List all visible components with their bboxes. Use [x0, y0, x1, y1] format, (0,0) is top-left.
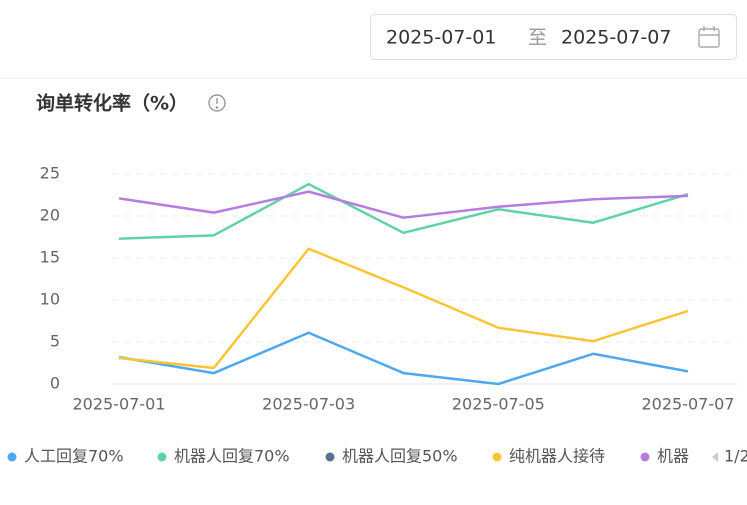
- x-tick-label: 2025-07-03: [262, 395, 355, 414]
- series-line: [118, 182, 689, 240]
- y-tick-label: 15: [40, 248, 60, 267]
- x-tick-label: 2025-07-01: [73, 395, 166, 414]
- legend-marker: [325, 452, 335, 462]
- legend-label: 机器人回复70%: [174, 447, 290, 466]
- x-tick-label: 2025-07-07: [642, 395, 735, 414]
- chart-title: 询单转化率（%）: [36, 92, 188, 115]
- y-tick-label: 0: [50, 374, 60, 393]
- legend-marker: [492, 452, 502, 462]
- y-tick-label: 20: [40, 206, 60, 225]
- legend-label: 人工回复70%: [24, 447, 124, 466]
- info-icon[interactable]: [208, 94, 226, 112]
- date-picker[interactable]: [370, 14, 737, 60]
- legend-prev: [712, 452, 718, 462]
- series-line: [118, 190, 689, 219]
- x-tick-label: 2025-07-05: [452, 395, 545, 414]
- date-separator: 至: [528, 27, 547, 49]
- series-line: [118, 247, 689, 370]
- start-date[interactable]: 2025-07-01: [386, 27, 496, 49]
- end-date[interactable]: 2025-07-07: [561, 27, 671, 49]
- series-line: [118, 331, 689, 386]
- legend-label: 机器人回复50%: [342, 447, 458, 466]
- legend-marker: [157, 452, 167, 462]
- y-tick-label: 10: [40, 290, 60, 309]
- y-tick-label: 25: [40, 164, 60, 183]
- calendar-icon[interactable]: [698, 26, 720, 48]
- legend-label: 机器: [657, 447, 689, 466]
- y-tick-label: 5: [50, 332, 60, 351]
- legend-marker: [640, 452, 650, 462]
- legend-label: 纯机器人接待: [509, 447, 605, 466]
- legend-page[interactable]: 1/2: [724, 447, 747, 466]
- legend-marker: [7, 452, 17, 462]
